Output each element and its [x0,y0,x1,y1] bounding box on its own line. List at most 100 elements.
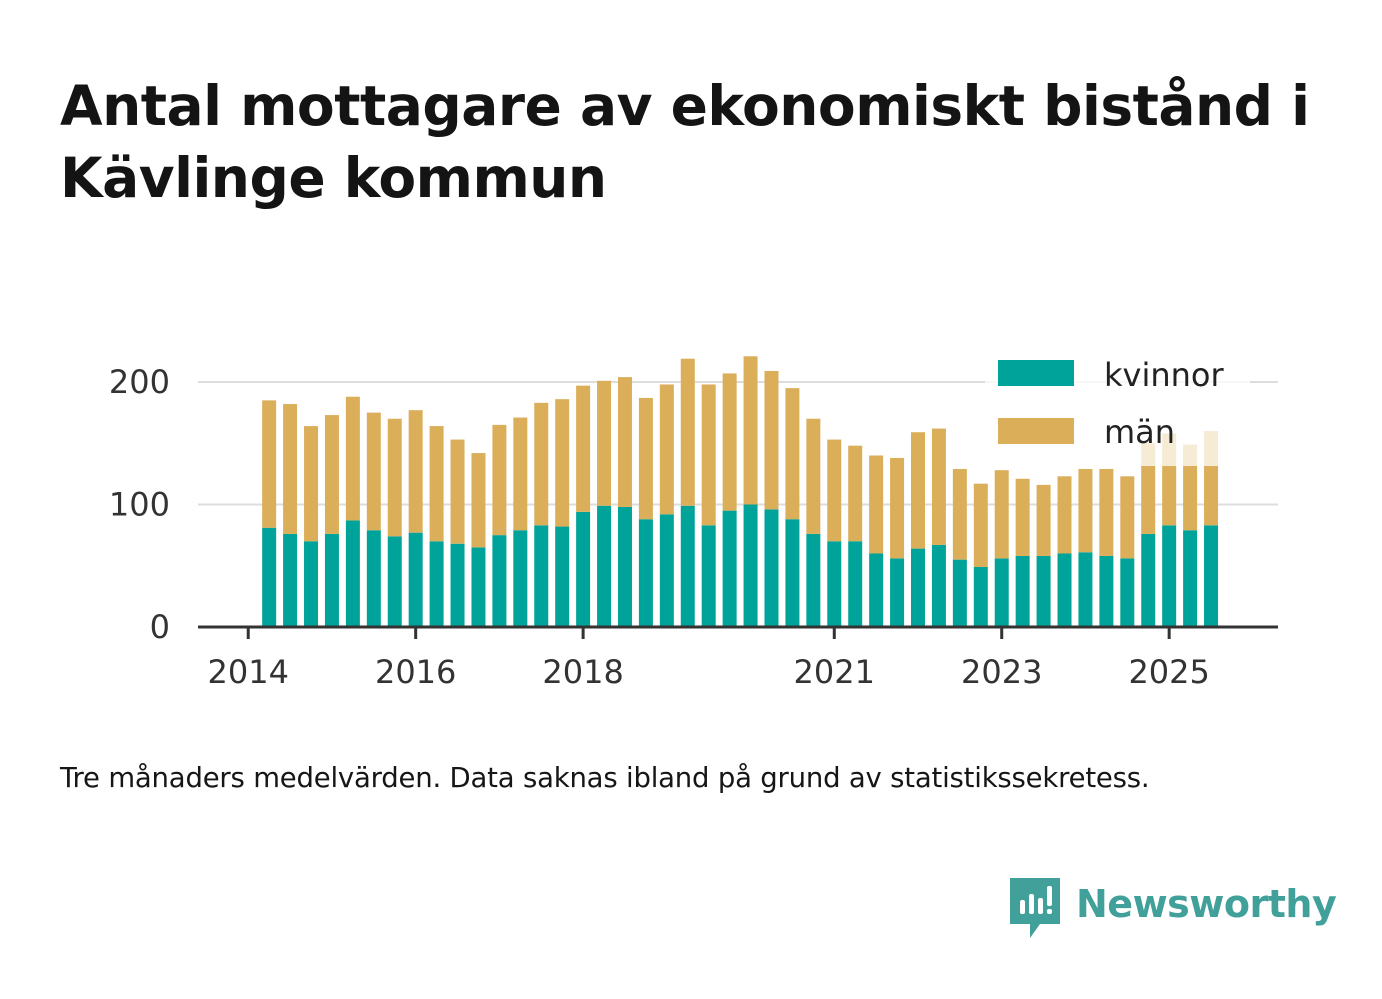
legend-label-kvinnor: kvinnor [1104,356,1225,394]
bar-man-26 [785,388,800,520]
bar-kvinnor-39 [1057,553,1072,627]
bar-kvinnor-3 [304,541,319,627]
bar-man-14 [534,402,549,526]
bar-kvinnor-20 [659,514,674,627]
bar-man-15 [555,399,570,527]
bar-man-32 [911,432,925,549]
bar-man-21 [680,358,695,506]
bar-man-17 [597,380,612,506]
bar-man-38 [1036,484,1051,556]
brand: Newsworthy [1010,878,1337,942]
bar-man-11 [471,453,486,548]
bar-kvinnor-22 [701,525,716,627]
bar-kvinnor-11 [471,547,486,627]
bar-man-22 [701,384,716,526]
bar-man-31 [890,457,905,559]
y-tick-label-0: 0 [150,608,170,646]
x-tick-label-2016: 2016 [375,653,456,691]
bar-kvinnor-18 [617,506,632,627]
bar-kvinnor-1 [262,527,277,627]
bar-kvinnor-30 [869,553,884,627]
bar-kvinnor-2 [283,533,298,627]
bar-man-5 [345,396,360,521]
bar-kvinnor-26 [785,519,800,627]
bar-kvinnor-27 [806,533,821,627]
bar-man-10 [450,439,465,544]
bar-man-42 [1120,476,1135,559]
bar-kvinnor-41 [1099,555,1114,627]
bar-man-1 [262,400,277,528]
chart-title: Antal mottagare av ekonomiskt bistånd i … [60,74,1310,210]
bar-man-2 [283,404,298,534]
bar-man-39 [1057,476,1072,554]
bar-kvinnor-19 [638,519,653,627]
bar-man-3 [304,426,319,542]
bar-kvinnor-17 [597,505,612,627]
x-tick-label-2014: 2014 [208,653,289,691]
bar-man-41 [1099,468,1114,556]
bars-layer [262,348,1250,627]
bar-kvinnor-6 [366,530,381,627]
bar-man-30 [869,455,884,554]
footnote: Tre månaders medelvärden. Data saknas ib… [60,762,1150,794]
bar-kvinnor-8 [408,532,423,627]
bar-kvinnor-42 [1120,558,1135,627]
bar-man-18 [617,377,632,507]
bar-kvinnor-34 [952,559,967,627]
bar-man-29 [848,445,863,542]
bar-man-9 [429,426,444,542]
bar-man-13 [513,417,528,531]
x-tick-label-2025: 2025 [1128,653,1209,691]
bar-man-33 [931,428,946,545]
bar-kvinnor-32 [911,548,925,627]
y-tick-label-100: 100 [109,486,170,524]
bar-man-16 [576,385,591,512]
x-tick-label-2021: 2021 [794,653,875,691]
x-tick-label-2023: 2023 [961,653,1042,691]
bar-kvinnor-10 [450,543,465,627]
bar-kvinnor-4 [324,533,339,627]
bar-kvinnor-23 [722,510,737,627]
y-tick-label-200: 200 [109,363,170,401]
bar-kvinnor-35 [973,566,988,627]
bar-man-40 [1078,468,1093,553]
bar-kvinnor-28 [827,541,842,627]
brand-name: Newsworthy [1076,882,1337,926]
bar-man-35 [973,483,988,567]
bar-man-28 [827,439,842,542]
bar-kvinnor-25 [764,509,779,627]
bar-kvinnor-37 [1015,555,1030,627]
bar-man-23 [722,373,737,511]
legend: kvinnor män [998,356,1225,451]
bar-man-27 [806,418,821,534]
bar-man-4 [324,415,339,534]
x-tick-label-2018: 2018 [542,653,623,691]
bar-kvinnor-12 [492,535,507,627]
bar-man-36 [994,470,1009,559]
legend-label-man: män [1104,413,1175,451]
legend-swatch-kvinnor [998,360,1074,386]
bar-kvinnor-46 [1204,525,1219,627]
bar-man-24 [743,356,758,505]
bar-kvinnor-14 [534,525,549,627]
bar-man-12 [492,424,507,536]
bar-kvinnor-44 [1162,525,1177,627]
newsworthy-logo-icon [1010,878,1060,938]
bar-kvinnor-33 [931,544,946,627]
bar-kvinnor-15 [555,526,570,627]
bar-kvinnor-40 [1078,552,1093,627]
bar-man-8 [408,410,423,533]
legend-swatch-man [998,418,1074,444]
bar-kvinnor-38 [1036,555,1051,627]
bar-kvinnor-29 [848,541,863,627]
bar-kvinnor-5 [345,520,360,627]
bar-kvinnor-43 [1141,533,1156,627]
bar-kvinnor-9 [429,541,444,627]
bar-kvinnor-24 [743,504,758,627]
bar-kvinnor-16 [576,511,591,627]
axis-layer: 0 100 200 2014 2016 2018 2021 2023 2025 [109,363,1278,691]
bar-kvinnor-21 [680,505,695,627]
bar-man-20 [659,384,674,515]
bar-kvinnor-13 [513,530,528,627]
